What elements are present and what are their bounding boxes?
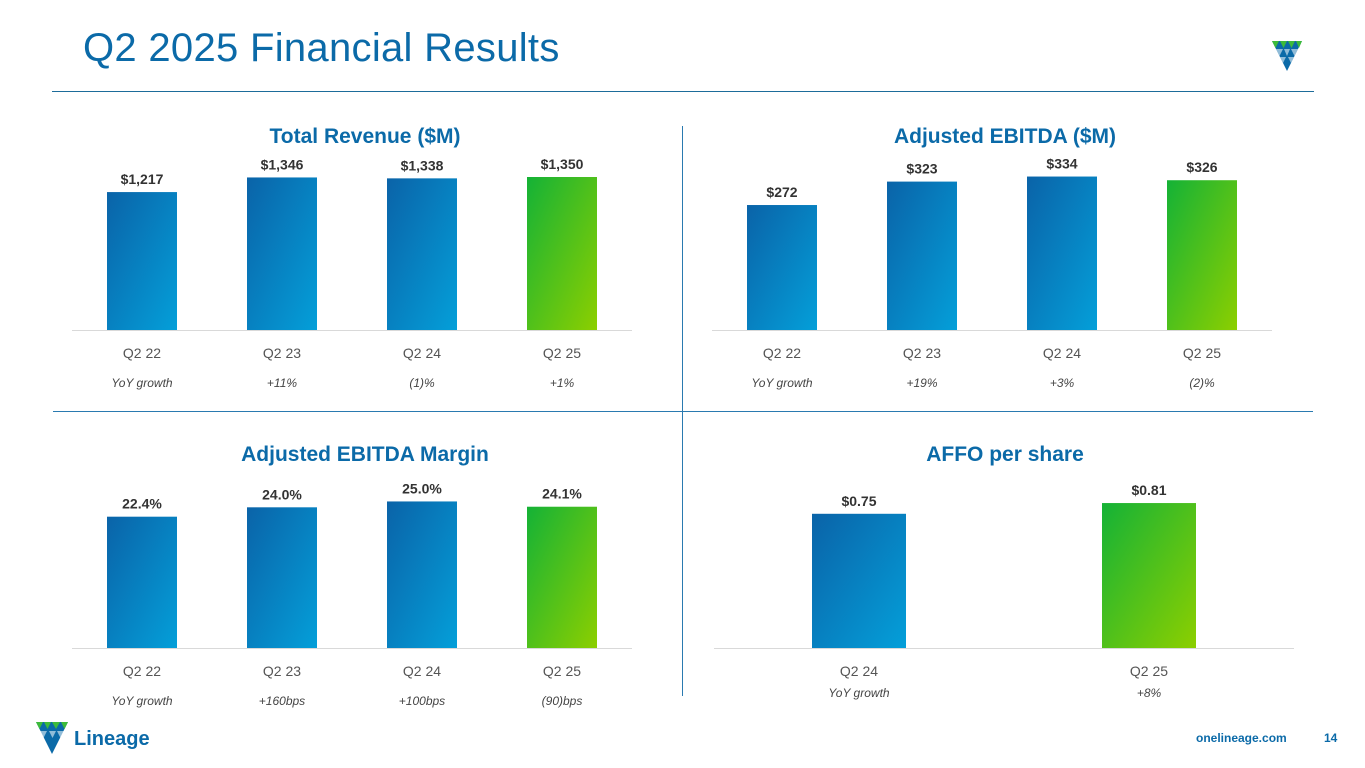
data-label-q2-24: $0.75	[841, 493, 876, 509]
data-label-q2-25: 24.1%	[542, 486, 582, 502]
yoy-growth-label: YoY growth	[751, 376, 812, 390]
x-tick-label: Q2 22	[123, 345, 161, 361]
lineage-mark-icon	[36, 722, 68, 754]
bar-q2-24	[387, 501, 457, 648]
bar-q2-24	[387, 178, 457, 330]
chart-title: AFFO per share	[926, 443, 1084, 466]
x-tick-label: Q2 25	[1183, 345, 1221, 361]
x-tick-label: Q2 25	[543, 345, 581, 361]
page-number: 14	[1324, 731, 1338, 745]
vertical-divider	[682, 126, 683, 696]
yoy-growth-value: +1%	[550, 376, 575, 390]
data-label-q2-23: $323	[906, 161, 937, 177]
yoy-growth-label: YoY growth	[111, 694, 172, 708]
adjusted-ebitda-margin-chart: Adjusted EBITDA Margin 22.4% Q2 22 YoY grow…	[72, 443, 632, 708]
lineage-wordmark: Lineage	[74, 728, 150, 750]
x-tick-label: Q2 24	[403, 345, 441, 361]
data-label-q2-22: 22.4%	[122, 496, 162, 512]
bar-q2-23	[247, 177, 317, 330]
yoy-growth-label: YoY growth	[828, 686, 889, 700]
x-tick-label: Q2 25	[1130, 663, 1168, 679]
data-label-q2-23: 24.0%	[262, 486, 302, 502]
x-tick-label: Q2 23	[903, 345, 941, 361]
data-label-q2-24: $1,338	[401, 157, 444, 173]
yoy-growth-value: +160bps	[259, 694, 305, 708]
page-title: Q2 2025 Financial Results	[83, 26, 560, 70]
data-label-q2-25: $1,350	[541, 156, 584, 172]
x-tick-label: Q2 23	[263, 345, 301, 361]
footer-url[interactable]: onelineage.com	[1196, 731, 1287, 745]
title-divider	[52, 91, 1314, 92]
bar-q2-25	[1167, 180, 1237, 330]
lineage-logo-icon	[1272, 41, 1302, 71]
chart-title: Adjusted EBITDA ($M)	[894, 125, 1116, 148]
bar-q2-23	[247, 507, 317, 648]
bar-q2-25	[527, 177, 597, 330]
affo-per-share-chart: AFFO per share $0.75 Q2 24 YoY growth $0.81 Q…	[714, 443, 1294, 700]
data-label-q2-24: $334	[1046, 156, 1077, 172]
bar-q2-24	[1027, 176, 1097, 330]
yoy-growth-value: (2)%	[1189, 376, 1215, 390]
yoy-growth-value: (90)bps	[542, 694, 583, 708]
bar-q2-22	[107, 516, 177, 648]
x-tick-label: Q2 25	[543, 663, 581, 679]
x-tick-label: Q2 22	[763, 345, 801, 361]
x-tick-label: Q2 24	[840, 663, 878, 679]
yoy-growth-value: +19%	[906, 376, 937, 390]
total-revenue-chart: Total Revenue ($M) $1,217 Q2 22 YoY growth $…	[72, 125, 632, 390]
bar-q2-25	[1102, 503, 1196, 648]
x-tick-label: Q2 22	[123, 663, 161, 679]
bar-q2-23	[887, 181, 957, 330]
x-tick-label: Q2 24	[403, 663, 441, 679]
data-label-q2-22: $1,217	[121, 171, 164, 187]
horizontal-divider	[53, 411, 1313, 412]
bar-q2-24	[812, 513, 906, 648]
bar-q2-22	[107, 192, 177, 330]
yoy-growth-value: (1)%	[409, 376, 435, 390]
data-label-q2-24: 25.0%	[402, 480, 442, 496]
yoy-growth-value: +100bps	[399, 694, 445, 708]
yoy-growth-label: YoY growth	[111, 376, 172, 390]
yoy-growth-value: +3%	[1050, 376, 1075, 390]
yoy-growth-value: +11%	[267, 376, 297, 390]
data-label-q2-22: $272	[766, 184, 797, 200]
lineage-footer-logo: Lineage	[36, 722, 150, 754]
chart-title: Adjusted EBITDA Margin	[241, 443, 489, 466]
data-label-q2-25: $0.81	[1131, 482, 1166, 498]
data-label-q2-25: $326	[1186, 159, 1217, 175]
yoy-growth-value: +8%	[1137, 686, 1162, 700]
adjusted-ebitda-chart: Adjusted EBITDA ($M) $272 Q2 22 YoY growth $…	[712, 125, 1272, 390]
x-tick-label: Q2 23	[263, 663, 301, 679]
chart-title: Total Revenue ($M)	[270, 125, 461, 148]
bar-q2-25	[527, 506, 597, 648]
bar-q2-22	[747, 205, 817, 330]
x-tick-label: Q2 24	[1043, 345, 1081, 361]
data-label-q2-23: $1,346	[261, 156, 304, 172]
